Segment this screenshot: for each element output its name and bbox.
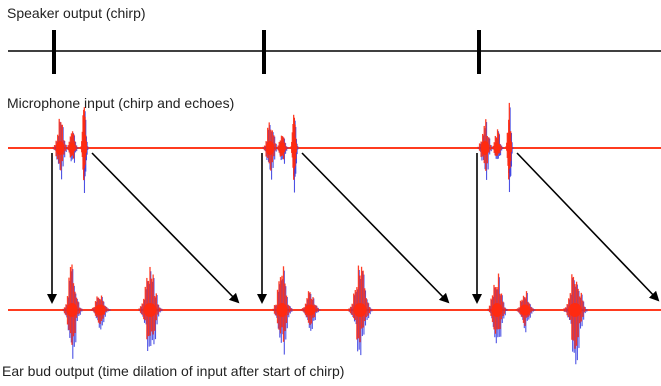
mapping-arrows xyxy=(47,152,660,304)
mic-echo-burst-b-3 xyxy=(505,102,514,193)
ear-burst-a-1 xyxy=(62,264,83,359)
microphone-input-track xyxy=(8,102,661,194)
ear-bud-output-label: Ear bud output (time dilation of input a… xyxy=(2,363,345,379)
ear-bud-output-track xyxy=(8,264,661,365)
ear-burst-a-3 xyxy=(487,273,508,344)
ear-burst-b-1 xyxy=(90,295,111,330)
chirp-pulse-3 xyxy=(477,30,481,74)
chirp-pulse-2 xyxy=(262,30,266,74)
ear-burst-a-2 xyxy=(272,266,293,355)
speaker-output-track xyxy=(8,30,661,74)
mic-echo-burst-a-1 xyxy=(66,131,79,163)
mic-echo-burst-b-2 xyxy=(290,114,299,193)
mic-echo-burst-b-1 xyxy=(80,107,89,194)
mic-chirp-burst-1 xyxy=(52,118,69,180)
ear-burst-c-2 xyxy=(348,265,373,356)
chirp-pulse-1 xyxy=(52,30,56,74)
mic-echo-burst-a-2 xyxy=(276,135,289,164)
arrow-diagonal-3 xyxy=(516,152,660,302)
ear-burst-b-2 xyxy=(300,291,321,331)
arrow-diagonal-2 xyxy=(301,152,450,304)
speaker-output-label: Speaker output (chirp) xyxy=(7,5,146,21)
mic-echo-burst-a-3 xyxy=(491,129,504,160)
microphone-input-label: Microphone input (chirp and echoes) xyxy=(7,95,235,111)
mic-chirp-burst-3 xyxy=(477,119,494,180)
mic-chirp-burst-2 xyxy=(262,122,279,180)
arrow-diagonal-1 xyxy=(91,152,240,304)
ear-burst-c-1 xyxy=(138,266,163,351)
ear-burst-c-3 xyxy=(563,274,588,365)
ear-burst-b-3 xyxy=(515,291,536,333)
